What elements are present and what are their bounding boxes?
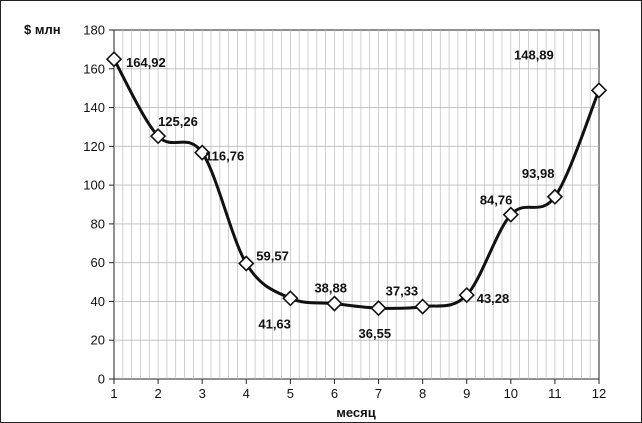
y-tick-label: 100 <box>83 178 105 193</box>
y-tick-label: 60 <box>91 255 105 270</box>
data-point-marker <box>546 188 564 205</box>
data-point-marker <box>149 128 167 145</box>
y-tick-label: 160 <box>83 61 105 76</box>
y-tick-label: 20 <box>91 333 105 348</box>
y-tick-label: 40 <box>91 294 105 309</box>
data-label: 93,98 <box>522 166 555 181</box>
x-tick-label: 6 <box>331 386 338 401</box>
data-label: 37,33 <box>386 284 419 299</box>
y-tick-label: 80 <box>91 216 105 231</box>
data-point-marker <box>282 290 299 307</box>
data-label: 148,89 <box>514 47 554 62</box>
series-line <box>112 58 601 310</box>
x-tick-label: 9 <box>463 386 470 401</box>
data-point-marker <box>105 51 123 68</box>
axes <box>109 29 600 384</box>
y-tick-label: 140 <box>83 100 105 115</box>
y-tick-label: 120 <box>83 139 105 154</box>
grid-lines <box>113 29 600 380</box>
data-point-marker <box>590 82 608 99</box>
x-tick-label: 8 <box>419 386 426 401</box>
x-tick-label: 5 <box>287 386 294 401</box>
x-tick-label: 3 <box>199 386 206 401</box>
data-label: 125,26 <box>158 114 198 129</box>
data-label: 36,55 <box>359 326 392 341</box>
data-point-marker <box>502 206 519 223</box>
data-label: 43,28 <box>477 291 510 306</box>
data-point-marker <box>458 286 475 304</box>
data-label: 84,76 <box>480 193 513 208</box>
data-label: 59,57 <box>256 249 289 264</box>
data-point-marker <box>194 144 211 161</box>
x-tick-label: 10 <box>504 386 518 401</box>
x-tick-label: 12 <box>592 386 606 401</box>
data-point-marker <box>238 255 255 272</box>
y-axis-title: $ млн <box>24 22 61 37</box>
x-tick-label: 2 <box>154 386 161 401</box>
data-point-marker <box>370 300 387 317</box>
plot-area <box>113 29 600 380</box>
x-tick-label: 11 <box>548 386 562 401</box>
data-label: 38,88 <box>314 281 347 296</box>
data-labels: 164,92 125,26 116,76 59,57 41,63 38,88 36,55 37… <box>126 47 554 341</box>
data-label: 116,76 <box>205 149 244 164</box>
y-tick-label: 180 <box>83 23 105 38</box>
data-markers <box>105 51 608 317</box>
data-point-marker <box>326 295 343 312</box>
series-line-group <box>112 58 601 310</box>
x-tick-label: 4 <box>243 386 250 401</box>
x-axis-title: месяц <box>336 405 375 420</box>
data-label: 41,63 <box>258 316 291 331</box>
x-tick-label: 7 <box>375 386 382 401</box>
x-tick-label: 1 <box>110 386 117 401</box>
y-tick-label: 0 <box>98 372 105 387</box>
data-label: 164,92 <box>126 55 166 70</box>
data-point-marker <box>414 298 431 315</box>
